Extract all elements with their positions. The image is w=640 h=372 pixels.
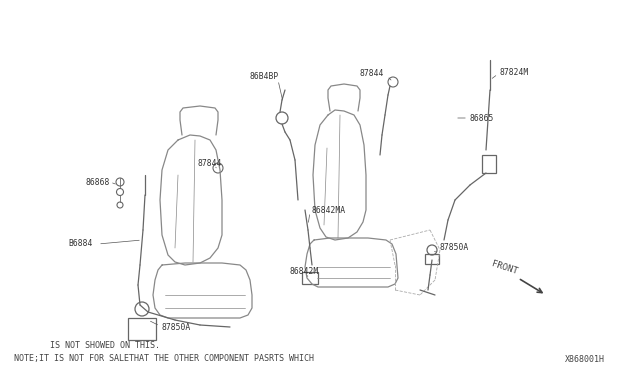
Bar [302,272,318,284]
Text: B6884: B6884 [68,240,92,248]
Bar [482,155,496,173]
Text: X868001H: X868001H [565,356,605,365]
Text: 86868: 86868 [85,177,109,186]
Text: 87850A: 87850A [162,323,191,331]
Text: 87850A: 87850A [440,244,469,253]
Text: 87844: 87844 [198,158,222,167]
Text: NOTE;IT IS NOT FOR SALETHAT THE OTHER COMPONENT PASRTS WHICH: NOTE;IT IS NOT FOR SALETHAT THE OTHER CO… [14,353,314,362]
Text: FRONT: FRONT [490,260,518,276]
Text: IS NOT SHOWED ON THIS.: IS NOT SHOWED ON THIS. [50,341,160,350]
Text: 86842MA: 86842MA [312,205,346,215]
Text: 86865: 86865 [470,113,494,122]
Text: 86B4BP: 86B4BP [250,71,279,80]
Bar [425,254,439,264]
Bar [128,318,156,340]
Text: 87844: 87844 [360,68,385,77]
Text: 87824M: 87824M [500,67,529,77]
Text: 86842M: 86842M [290,267,319,276]
